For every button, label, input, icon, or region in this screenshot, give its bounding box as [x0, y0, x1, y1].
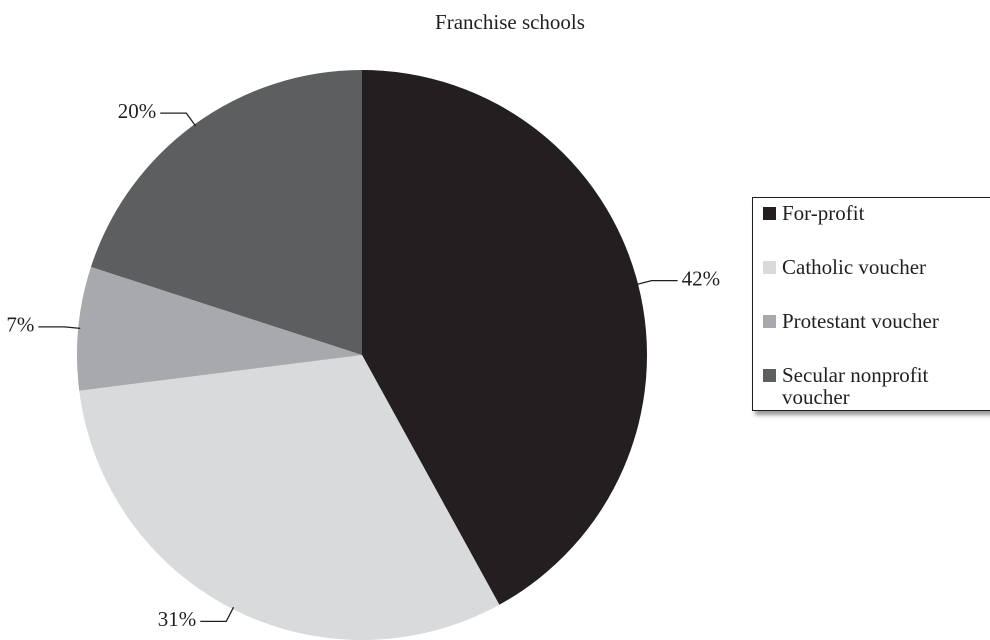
- legend-swatch: [763, 369, 776, 382]
- data-label: 20%: [118, 99, 157, 123]
- pie-slice: [362, 70, 647, 605]
- chart-title: Franchise schools: [435, 10, 585, 34]
- data-label: 31%: [158, 607, 197, 631]
- pie-slice: [79, 355, 500, 640]
- leader-line: [200, 606, 235, 623]
- legend-item: For-profit: [763, 202, 973, 224]
- legend-swatch: [763, 261, 776, 274]
- legend-swatch: [763, 315, 776, 328]
- data-label: 42%: [682, 266, 721, 290]
- legend-label: Secular nonprofit voucher: [782, 363, 929, 409]
- pie-slice: [77, 266, 362, 391]
- legend-item: Secular nonprofit voucher: [763, 364, 973, 408]
- legend-swatch: [763, 207, 776, 220]
- data-label: 7%: [6, 313, 34, 337]
- pie-slice: [90, 70, 363, 355]
- leader-line: [38, 326, 81, 330]
- legend-item: Protestant voucher: [763, 310, 973, 332]
- legend-item: Catholic voucher: [763, 256, 973, 278]
- leader-line: [635, 279, 678, 286]
- legend-label: Catholic voucher: [782, 255, 927, 279]
- legend: For-profit Catholic voucher Protestant vou…: [752, 197, 990, 411]
- legend-label: For-profit: [782, 201, 865, 225]
- legend-label: Protestant voucher: [782, 309, 939, 333]
- leader-line: [160, 112, 197, 127]
